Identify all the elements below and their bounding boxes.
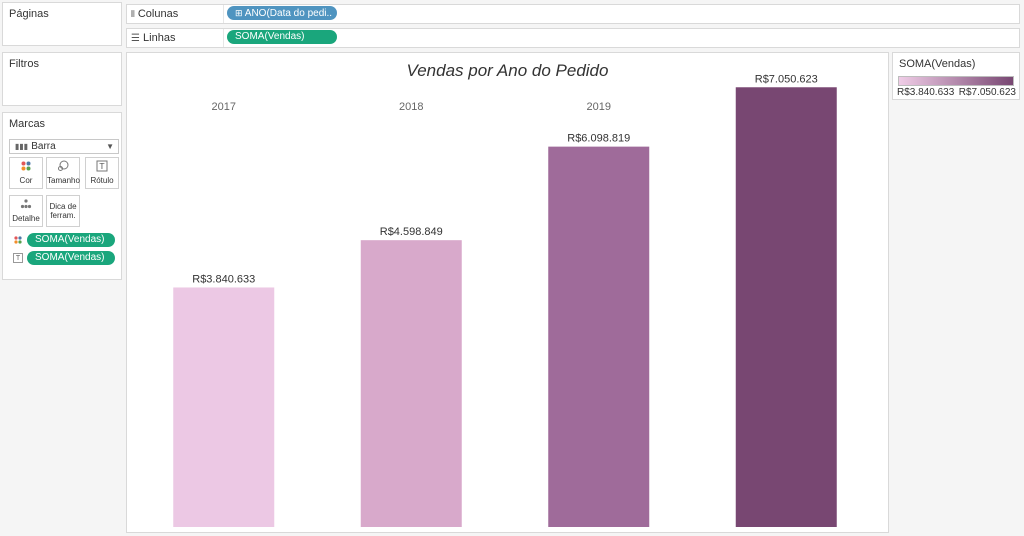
label-button-label: Rótulo <box>90 176 114 185</box>
year-header: 2018 <box>399 101 423 113</box>
rows-icon: ☰ <box>131 33 140 44</box>
label-button[interactable]: T Rótulo <box>85 157 119 189</box>
columns-icon: ⫴ <box>131 9 135 19</box>
columns-label-text: Colunas <box>137 8 179 20</box>
chart-view[interactable]: Vendas por Ano do Pedido 2017 R$3.840.633… <box>126 52 889 533</box>
columns-shelf[interactable]: ⫴ Colunas ⊞ ANO(Data do pedi.. <box>126 4 1020 24</box>
text-label-icon: T <box>13 253 23 263</box>
detail-button[interactable]: Detalhe <box>9 195 43 227</box>
rows-label-text: Linhas <box>143 32 176 44</box>
marks-panel-title: Marcas <box>9 118 46 130</box>
bar-chart: 2017 R$3.840.633 2018 R$4.598.849 2019 R$6.09… <box>173 73 837 527</box>
year-order-date-pill[interactable]: ⊞ ANO(Data do pedi.. <box>227 6 337 20</box>
detail-icon <box>10 198 42 214</box>
bar-value-label: R$3.840.633 <box>192 273 255 285</box>
bar-value-label: R$4.598.849 <box>380 226 443 238</box>
bar[interactable] <box>173 287 275 527</box>
color-button[interactable]: Cor <box>9 157 43 189</box>
bar[interactable] <box>735 87 837 527</box>
text-label-icon: T <box>86 160 118 176</box>
legend-min-label: R$3.840.633 <box>897 87 955 98</box>
bar-chart-icon: ▮▮▮ <box>15 142 29 151</box>
mark-type-value: Barra <box>31 141 56 152</box>
year-header: 2019 <box>587 101 611 113</box>
rows-shelf[interactable]: ☰ Linhas SOMA(Vendas) <box>126 28 1020 48</box>
chevron-down-icon: ▼ <box>106 142 114 151</box>
tooltip-button[interactable]: Dica de ferram. <box>46 195 80 227</box>
size-button-label: Tamanho <box>47 176 80 185</box>
legend-title: SOMA(Vendas) <box>899 58 976 70</box>
mark-type-select[interactable]: ▮▮▮ Barra ▼ <box>9 139 119 154</box>
tooltip-button-label-2: ferram. <box>50 211 76 220</box>
bar[interactable] <box>548 146 650 527</box>
sum-sales-pill[interactable]: SOMA(Vendas) <box>227 30 337 44</box>
pages-panel: Páginas <box>2 2 122 46</box>
shelf-divider <box>223 5 224 23</box>
tooltip-button-label-1: Dica de <box>49 202 77 211</box>
year-order-date-pill-label: ANO(Data do pedi.. <box>244 8 333 19</box>
filters-panel-title: Filtros <box>9 58 39 70</box>
year-header: 2017 <box>212 101 236 113</box>
rows-shelf-label: ☰ Linhas <box>131 32 175 44</box>
shelf-divider <box>223 29 224 47</box>
color-button-label: Cor <box>19 176 33 185</box>
bar[interactable] <box>360 240 462 527</box>
color-palette-icon <box>13 235 23 245</box>
label-field-pill[interactable]: SOMA(Vendas) <box>27 251 115 265</box>
color-palette-icon <box>10 160 42 176</box>
legend-gradient <box>898 76 1014 86</box>
color-legend[interactable]: SOMA(Vendas) R$3.840.633 R$7.050.623 <box>892 52 1020 100</box>
detail-button-label: Detalhe <box>12 214 40 223</box>
date-plus-icon: ⊞ <box>235 8 243 18</box>
filters-panel[interactable]: Filtros <box>2 52 122 106</box>
marks-panel: Marcas ▮▮▮ Barra ▼ Cor Tamanho T Rótulo … <box>2 112 122 280</box>
size-button[interactable]: Tamanho <box>46 157 80 189</box>
chart-title: Vendas por Ano do Pedido <box>406 61 609 80</box>
legend-max-label: R$7.050.623 <box>958 87 1016 98</box>
color-field-pill[interactable]: SOMA(Vendas) <box>27 233 115 247</box>
svg-text:T: T <box>99 162 105 171</box>
pages-panel-title: Páginas <box>9 8 49 20</box>
bar-value-label: R$6.098.819 <box>567 133 630 145</box>
columns-shelf-label: ⫴ Colunas <box>131 8 178 20</box>
bar-value-label: R$7.050.623 <box>755 73 818 85</box>
size-icon <box>47 160 79 176</box>
